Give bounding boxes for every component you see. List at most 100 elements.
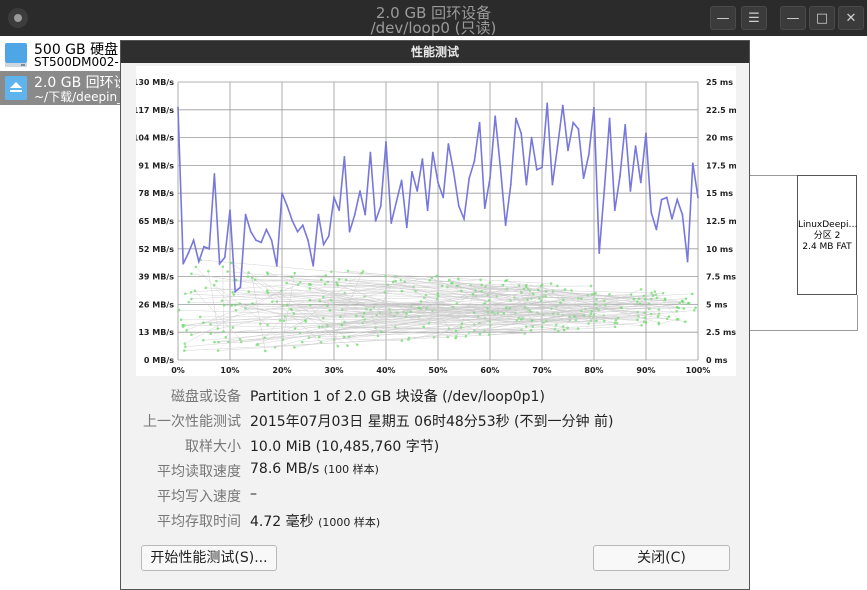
benchmark-chart: 0% 10% 20% 30% 40% 50% 60% 70% 80% 90% 100% 0 MB/s 0… — [136, 66, 736, 376]
access-time-trace — [470, 284, 572, 291]
read-rate-point — [447, 143, 450, 145]
read-rate-point — [255, 239, 257, 242]
loop-device-icon — [5, 76, 27, 100]
access-time-trace — [331, 300, 638, 321]
access-time-point — [183, 342, 187, 345]
close-window-button[interactable]: ✕ — [838, 6, 864, 30]
access-time-point — [216, 349, 220, 352]
read-rate-point — [629, 190, 632, 192]
y-left-tick-label: 130 MB/s — [136, 78, 174, 87]
volume-partition-2[interactable]: LinuxDeepi… 分区 2 2.4 MB FAT — [797, 175, 857, 295]
read-rate-point — [556, 145, 559, 148]
access-time-point — [222, 303, 226, 307]
access-time-trace — [455, 290, 476, 339]
dialog-title: 性能测试 — [121, 41, 749, 63]
read-rate-point — [348, 230, 351, 233]
access-time-point — [292, 312, 296, 315]
access-time-trace — [291, 275, 326, 278]
access-time-trace — [560, 302, 670, 317]
read-rate-point — [229, 209, 231, 212]
drive-item-loop[interactable]: 2.0 GB 回环设 ~/下载/deepin_ — [0, 71, 128, 105]
access-time-point — [204, 286, 208, 290]
access-time-trace — [218, 316, 590, 343]
y-right-tick-label: 20 ms — [706, 134, 733, 143]
y-left-tick-label: 117 MB/s — [136, 106, 174, 115]
info-label: 取样大小 — [185, 439, 241, 455]
access-time-trace — [465, 307, 507, 337]
access-time-trace — [294, 308, 510, 348]
access-time-trace — [362, 303, 680, 324]
access-time-trace — [447, 330, 457, 338]
close-icon: ✕ — [845, 11, 857, 26]
access-time-trace — [429, 280, 618, 324]
access-time-trace — [200, 259, 593, 295]
minimize-button[interactable]: — — [780, 6, 806, 30]
read-rate-point — [697, 196, 699, 199]
read-rate-point — [364, 213, 367, 216]
access-time-point — [455, 302, 459, 305]
access-time-point — [308, 303, 312, 307]
access-time-point — [369, 308, 372, 312]
access-time-trace — [420, 293, 693, 309]
read-rate-point — [509, 183, 512, 186]
y-left-tick-label: 104 MB/s — [136, 134, 174, 143]
access-time-trace — [341, 308, 488, 326]
access-time-trace — [393, 281, 517, 321]
read-rate-point — [260, 241, 263, 244]
access-time-point — [417, 306, 421, 310]
access-time-point — [487, 333, 491, 336]
access-time-point — [300, 340, 304, 344]
access-time-point — [454, 329, 458, 333]
drive-item-hdd[interactable]: 500 GB 硬盘 ST500DM002-1 — [0, 38, 126, 72]
y-right-tick-label: 7.5 ms — [706, 273, 736, 282]
x-tick-label: 50% — [428, 366, 447, 375]
close-dialog-button[interactable]: 关闭(C) — [593, 545, 730, 571]
app-menu-button[interactable] — [8, 8, 28, 28]
read-rate-point — [473, 160, 476, 163]
access-time-trace — [538, 289, 659, 323]
access-time-point — [613, 321, 617, 325]
access-time-point — [238, 302, 242, 305]
drive-name: 2.0 GB 回环设 — [34, 75, 128, 91]
read-rate-point — [426, 209, 429, 212]
access-time-trace — [302, 312, 638, 343]
access-time-trace — [505, 280, 659, 310]
access-time-trace — [291, 309, 544, 315]
read-rate-point — [452, 170, 455, 173]
minimize-icon: — — [786, 11, 800, 26]
access-time-trace — [474, 310, 530, 325]
access-time-point — [293, 271, 297, 275]
access-time-point — [231, 326, 235, 329]
access-time-trace — [490, 313, 652, 326]
y-right-tick-label: 15 ms — [706, 189, 733, 198]
access-time-trace — [575, 289, 642, 317]
read-rate-point — [541, 166, 543, 169]
drive-detail: ST500DM002-1 — [34, 55, 127, 69]
info-row-read-rate: 平均读取速度 78.6 MB/s (100 样本) — [121, 461, 751, 483]
info-label: 平均存取时间 — [157, 514, 241, 530]
read-rate-point — [265, 228, 268, 231]
maximize-button[interactable]: □ — [809, 6, 835, 30]
access-time-point — [216, 327, 220, 330]
window-title: 2.0 GB 回环设备 — [375, 4, 492, 22]
access-time-point — [435, 274, 439, 278]
read-rate-point — [301, 224, 304, 227]
access-time-trace — [282, 273, 295, 340]
read-rate-point — [686, 260, 689, 263]
access-time-point — [403, 280, 407, 284]
read-rate-point — [400, 179, 403, 182]
access-time-point — [217, 340, 220, 344]
access-time-trace — [523, 288, 565, 331]
unmount-button[interactable]: — — [710, 6, 736, 30]
access-time-trace — [409, 310, 695, 339]
access-time-point — [187, 300, 191, 304]
minus-icon: — — [716, 11, 730, 26]
access-time-trace — [340, 312, 398, 317]
info-value: 2015年07月03日 星期五 06时48分53秒 (不到一分钟 前) — [250, 414, 614, 430]
access-time-point — [562, 328, 566, 332]
read-rate-point — [489, 177, 491, 180]
access-time-point — [336, 283, 339, 286]
access-time-trace — [222, 290, 402, 301]
menu-button[interactable]: ☰ — [741, 6, 767, 30]
start-benchmark-button[interactable]: 开始性能测试(S)... — [141, 545, 277, 571]
